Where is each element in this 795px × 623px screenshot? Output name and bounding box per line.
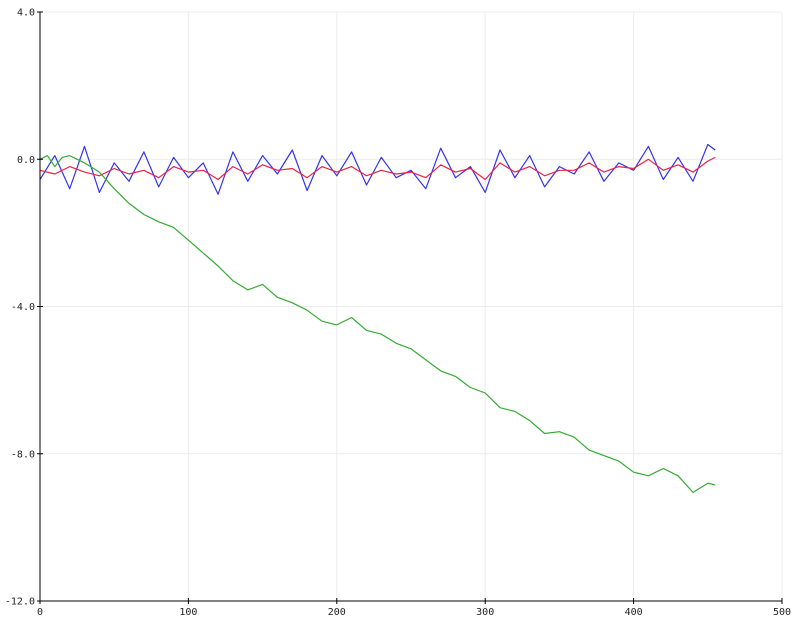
series-lines — [39, 143, 716, 493]
y-tick-label: -8.0 — [11, 449, 35, 460]
y-tick-label: -4.0 — [11, 302, 35, 313]
y-tick-label: 0.0 — [17, 155, 35, 166]
x-tick-label: 300 — [476, 607, 494, 618]
x-tick-label: 0 — [37, 607, 43, 618]
tick-labels: 4.0 0.0 -4.0 -8.0 -12.00 100 200 300 400 500 — [5, 8, 791, 619]
y-tick-label: -12.0 — [5, 597, 35, 608]
x-tick-label: 500 — [773, 607, 791, 618]
axes — [37, 11, 783, 604]
series-line-3 — [39, 155, 716, 493]
x-tick-label: 400 — [625, 607, 643, 618]
series-line-2 — [39, 156, 716, 181]
grid-lines — [40, 11, 783, 601]
y-tick-label: 4.0 — [17, 8, 35, 19]
x-tick-label: 200 — [328, 607, 346, 618]
x-tick-label: 100 — [179, 607, 197, 618]
series-line-1 — [39, 143, 716, 195]
